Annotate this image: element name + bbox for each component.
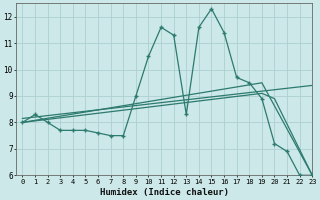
- X-axis label: Humidex (Indice chaleur): Humidex (Indice chaleur): [100, 188, 229, 197]
